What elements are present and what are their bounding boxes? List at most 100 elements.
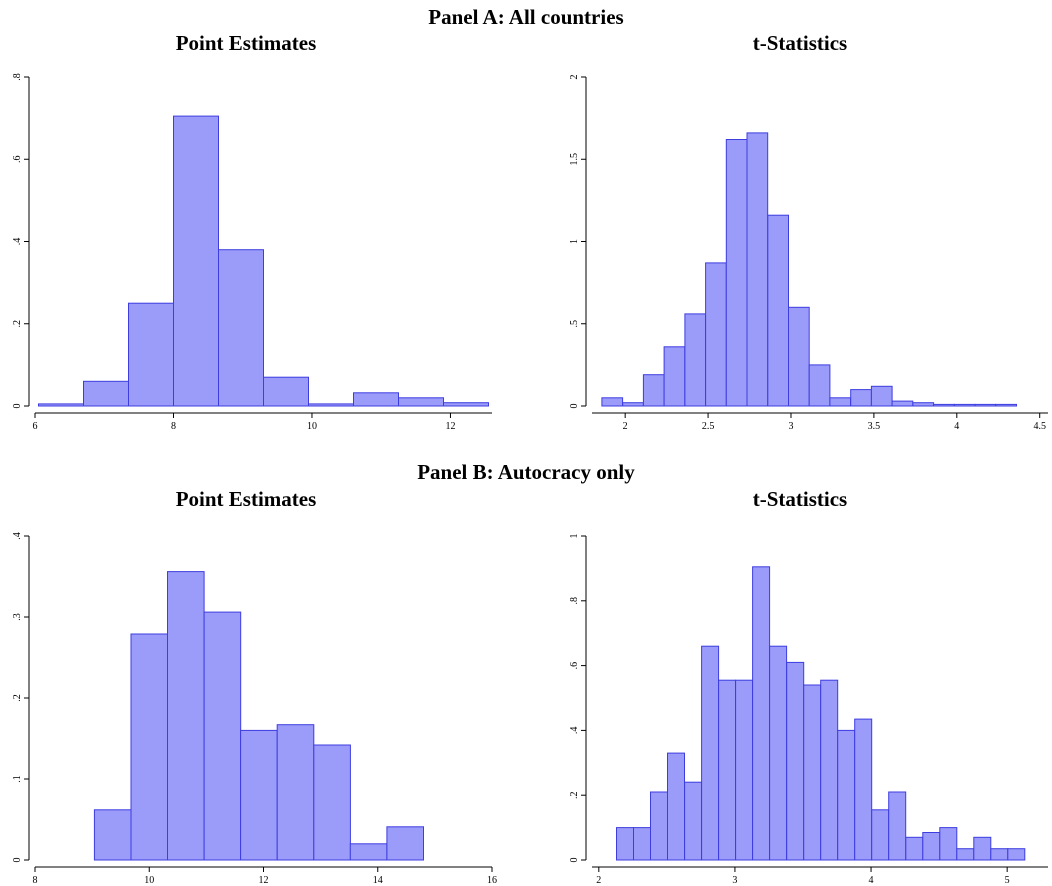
histogram-bar bbox=[684, 313, 707, 407]
histogram-bar bbox=[705, 262, 727, 407]
x-tick-label: 4 bbox=[869, 875, 874, 886]
histogram-bar bbox=[974, 403, 997, 407]
histogram-bar bbox=[891, 400, 914, 407]
y-tick-label: .8 bbox=[12, 73, 23, 81]
x-tick-label: 3 bbox=[732, 875, 737, 886]
y-tick-label: 1 bbox=[569, 534, 580, 539]
histogram-bar bbox=[1007, 848, 1026, 861]
histogram-bar bbox=[398, 397, 444, 407]
histogram-point-estimates-all: 0 .2 .4 .6 .8 6 8 10 12 bbox=[12, 73, 492, 432]
histogram-bar bbox=[769, 645, 788, 861]
histogram-bar bbox=[746, 132, 769, 407]
histogram-bar bbox=[83, 380, 129, 407]
y-tick-label: .4 bbox=[12, 532, 23, 540]
histogram-bar bbox=[871, 809, 890, 861]
x-tick-label: 10 bbox=[144, 875, 154, 886]
x-tick-label: 2 bbox=[623, 421, 628, 432]
chart-b2-title: t-Statistics bbox=[752, 487, 848, 511]
x-tick-label: 8 bbox=[33, 875, 38, 886]
histogram-bar bbox=[349, 843, 388, 861]
histogram-bar bbox=[218, 249, 264, 407]
x-tick-label: 5 bbox=[1005, 875, 1010, 886]
y-tick-label: .4 bbox=[569, 727, 580, 735]
panel-a-title: Panel A: All countries bbox=[428, 5, 624, 29]
histogram-bar bbox=[820, 679, 839, 861]
x-tick-label: 6 bbox=[33, 421, 38, 432]
histogram-t-statistics-autocracy: 0 .2 .4 .6 .8 1 2 3 4 5 bbox=[569, 534, 1048, 886]
histogram-bar bbox=[308, 403, 354, 407]
histogram-bar bbox=[788, 306, 810, 407]
x-tick-label: 4.5 bbox=[1033, 421, 1046, 432]
y-tick-label: .2 bbox=[12, 694, 23, 702]
histogram-bar bbox=[443, 402, 489, 407]
y-tick-label: 1 bbox=[569, 239, 580, 244]
y-tick-label: 2 bbox=[569, 75, 580, 80]
chart-a1-title: Point Estimates bbox=[175, 31, 317, 55]
histogram-bar bbox=[616, 827, 634, 861]
histogram-bar bbox=[829, 397, 852, 407]
histogram-bar bbox=[173, 115, 219, 407]
y-tick-label: 0 bbox=[569, 858, 580, 863]
histogram-t-statistics-all: 0 .5 1 1.5 2 2 2.5 3 3.5 4 4.5 bbox=[569, 75, 1048, 432]
y-tick-label: .8 bbox=[569, 597, 580, 605]
histogram-bar bbox=[803, 684, 822, 861]
x-tick-label: 3.5 bbox=[868, 421, 881, 432]
histogram-bar bbox=[203, 611, 242, 861]
y-tick-label: .5 bbox=[569, 320, 580, 328]
histogram-bar bbox=[386, 826, 424, 861]
histogram-bar bbox=[128, 302, 174, 407]
histogram-bar bbox=[922, 832, 941, 861]
histogram-bar bbox=[263, 376, 309, 407]
histogram-bar bbox=[353, 392, 399, 407]
y-tick-label: 0 bbox=[12, 858, 23, 863]
histogram-bar bbox=[93, 809, 132, 861]
histogram-bar bbox=[786, 661, 805, 861]
y-tick-label: .1 bbox=[12, 775, 23, 783]
histogram-bar bbox=[642, 374, 665, 407]
x-tick-label: 12 bbox=[259, 875, 269, 886]
histogram-bar bbox=[808, 364, 831, 407]
histogram-bar bbox=[313, 744, 351, 861]
histogram-bar bbox=[990, 848, 1009, 861]
histogram-bar bbox=[622, 402, 644, 407]
histogram-bar bbox=[767, 214, 789, 407]
y-tick-label: 0 bbox=[12, 404, 23, 409]
histogram-bar bbox=[633, 827, 651, 861]
panel-b-title: Panel B: Autocracy only bbox=[417, 460, 635, 484]
x-tick-label: 3 bbox=[788, 421, 793, 432]
histogram-bar bbox=[933, 403, 955, 407]
histogram-bar bbox=[130, 633, 169, 861]
histogram-point-estimates-autocracy: 0 .1 .2 .3 .4 8 10 12 14 16 bbox=[12, 532, 497, 886]
histogram-bar bbox=[956, 848, 975, 861]
y-tick-label: .6 bbox=[12, 156, 23, 164]
histogram-bar bbox=[701, 645, 720, 861]
histogram-bar bbox=[601, 397, 624, 407]
histogram-bar bbox=[663, 346, 686, 407]
x-tick-label: 4 bbox=[954, 421, 959, 432]
histogram-bar bbox=[667, 752, 685, 861]
y-tick-label: 0 bbox=[569, 404, 580, 409]
histogram-bar bbox=[240, 729, 278, 861]
y-tick-label: .3 bbox=[12, 613, 23, 621]
y-tick-label: .2 bbox=[569, 791, 580, 799]
x-tick-label: 16 bbox=[487, 875, 497, 886]
histogram-bar bbox=[953, 403, 976, 407]
histogram-bar bbox=[850, 389, 872, 407]
histogram-bar bbox=[870, 385, 893, 407]
x-tick-label: 12 bbox=[445, 421, 455, 432]
x-tick-label: 2.5 bbox=[702, 421, 715, 432]
histogram-bar bbox=[854, 718, 873, 861]
histogram-bar bbox=[735, 679, 754, 861]
histogram-bar bbox=[650, 791, 668, 861]
histogram-bar bbox=[752, 566, 771, 861]
x-tick-label: 10 bbox=[307, 421, 317, 432]
x-tick-label: 2 bbox=[596, 875, 601, 886]
histogram-bar bbox=[837, 729, 856, 861]
x-tick-label: 14 bbox=[373, 875, 383, 886]
chart-a2-title: t-Statistics bbox=[752, 31, 848, 55]
y-tick-label: 1.5 bbox=[569, 153, 580, 166]
y-tick-label: .2 bbox=[12, 320, 23, 328]
histogram-bar bbox=[167, 571, 205, 861]
y-tick-label: .6 bbox=[569, 662, 580, 670]
